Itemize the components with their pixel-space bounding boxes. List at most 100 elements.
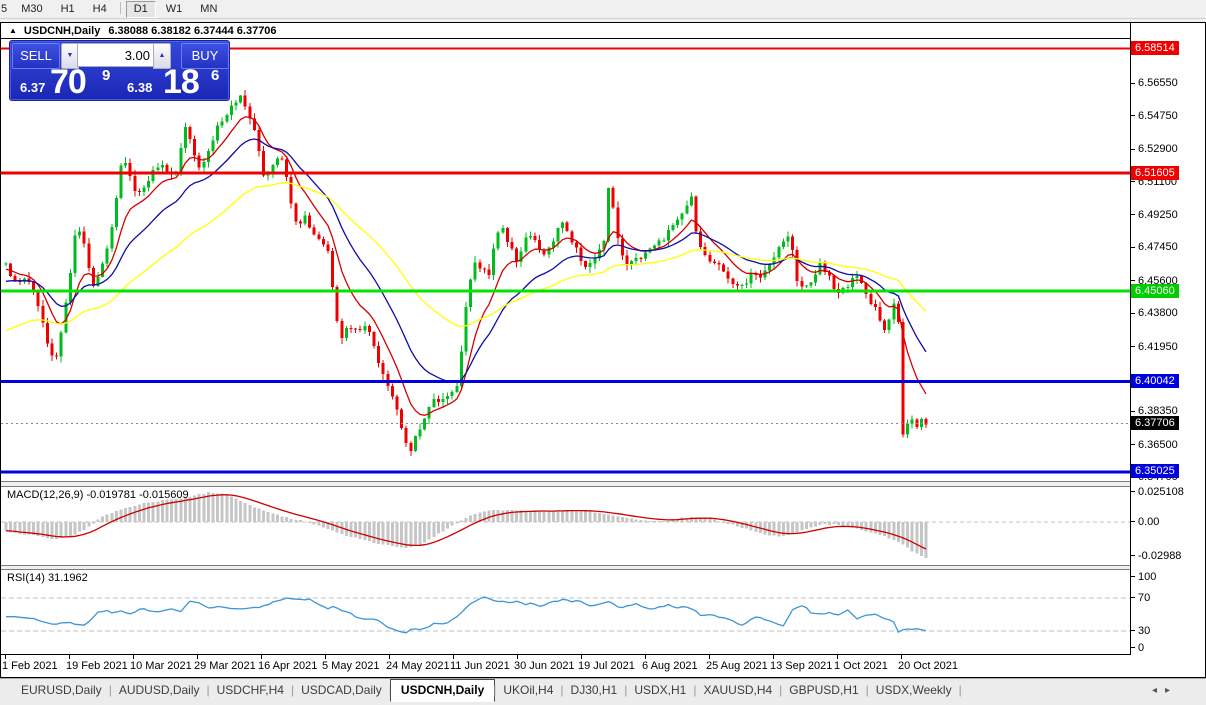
date-label: 1 Feb 2021 <box>2 660 58 672</box>
tab-scroll-left-icon[interactable]: ◂ <box>1151 685 1165 696</box>
tab-separator: | <box>958 683 962 697</box>
symbol-tab-usdx[interactable]: USDX,Weekly <box>875 683 952 697</box>
date-label: 10 Mar 2021 <box>130 660 192 672</box>
date-tick-mark <box>325 655 326 659</box>
price-tick-mark <box>1131 411 1135 412</box>
date-tick-mark <box>69 655 70 659</box>
date-label: 25 Aug 2021 <box>706 660 768 672</box>
price-tick-mark <box>1131 149 1135 150</box>
tab-separator: | <box>865 683 869 697</box>
macd-pane-canvas[interactable] <box>1 487 1130 565</box>
price-tick-mark <box>1131 181 1135 182</box>
timeframe-button-h4[interactable]: H4 <box>92 3 107 15</box>
tab-scroll-right-icon[interactable]: ▸ <box>1164 685 1178 696</box>
timeframe-button-mn[interactable]: MN <box>200 3 218 15</box>
macd-tick-mark <box>1131 521 1135 522</box>
timeframe-button-h1[interactable]: H1 <box>60 3 75 15</box>
symbol-tab-usdcnh[interactable]: USDCNH,Daily <box>389 679 496 702</box>
macd-tick-mark <box>1131 555 1135 556</box>
symbol-tab-xauusd[interactable]: XAUUSD,H4 <box>703 683 773 697</box>
collapse-icon[interactable]: ▲ <box>9 26 17 35</box>
date-tick-mark <box>5 655 6 659</box>
price-level-badge: 6.35025 <box>1131 464 1179 478</box>
price-tick-mark <box>1131 444 1135 445</box>
rsi-tick-mark <box>1131 597 1135 598</box>
pane-splitter-2b[interactable] <box>1 569 1204 570</box>
timeframe-button-w1[interactable]: W1 <box>165 3 183 15</box>
toolbar-separator <box>119 2 121 14</box>
chart-ohlc-values: 6.38088 6.38182 6.37444 6.37706 <box>108 25 277 37</box>
price-axis-column[interactable] <box>1131 23 1204 655</box>
price-level-badge: 6.58514 <box>1131 41 1179 55</box>
symbol-tab-bar: EURUSD,Daily | AUDUSD,Daily | USDCHF,H4 | USDC… <box>0 678 1206 705</box>
tab-scroll-nav: ◂▸ <box>1152 685 1178 696</box>
timeframe-button-d1[interactable]: D1 <box>125 1 156 18</box>
rsi-tick-label: 30 <box>1138 625 1151 637</box>
date-tick-mark <box>389 655 390 659</box>
timeframe-toolbar: 5 M30 H1 H4 D1 W1 MN <box>0 0 1206 19</box>
symbol-tab-usdcad[interactable]: USDCAD,Daily <box>301 683 382 697</box>
sell-button[interactable]: SELL <box>12 43 60 69</box>
timeframe-button-m30[interactable]: M30 <box>21 3 43 15</box>
date-tick-mark <box>517 655 518 659</box>
symbol-tab-ukoil[interactable]: UKOil,H4 <box>503 683 554 697</box>
rsi-tick-mark <box>1131 576 1135 577</box>
tab-separator: | <box>206 683 210 697</box>
timeframe-button-m5-clipped[interactable]: 5 <box>1 3 8 15</box>
date-label: 1 Oct 2021 <box>834 660 888 672</box>
price-tick-mark <box>1131 313 1135 314</box>
chart-bottom-border <box>1 654 1204 655</box>
pane-splitter-1[interactable] <box>1 481 1204 482</box>
date-tick-mark <box>133 655 134 659</box>
price-tick-mark <box>1131 214 1135 215</box>
tab-separator: | <box>560 683 564 697</box>
price-tick-label: 6.52900 <box>1138 143 1178 155</box>
symbol-tab-gbpusd[interactable]: GBPUSD,H1 <box>789 683 859 697</box>
main-chart-canvas[interactable] <box>1 39 1130 481</box>
volume-input[interactable] <box>77 43 155 67</box>
sell-quote[interactable]: 6.37 70 9 <box>12 63 116 101</box>
symbol-tab-usdx[interactable]: USDX,H1 <box>634 683 687 697</box>
price-axis-separator <box>1130 23 1131 655</box>
symbol-tab-dj30[interactable]: DJ30,H1 <box>570 683 618 697</box>
price-tick-label: 6.49250 <box>1138 209 1178 221</box>
date-tick-mark <box>197 655 198 659</box>
date-tick-mark <box>837 655 838 659</box>
symbol-tab-usdchf[interactable]: USDCHF,H4 <box>216 683 284 697</box>
tab-separator: | <box>779 683 783 697</box>
price-tick-label: 6.47450 <box>1138 241 1178 253</box>
macd-indicator-label: MACD(12,26,9) -0.019781 -0.015609 <box>7 489 189 501</box>
date-tick-mark <box>773 655 774 659</box>
tab-separator: | <box>693 683 697 697</box>
macd-tick-mark <box>1131 491 1135 492</box>
rsi-indicator-label: RSI(14) 31.1962 <box>7 572 88 584</box>
price-tick-label: 6.38350 <box>1138 405 1178 417</box>
rsi-tick-mark <box>1131 647 1135 648</box>
price-tick-mark <box>1131 83 1135 84</box>
price-tick-label: 6.36500 <box>1138 439 1178 451</box>
title-separator <box>1 38 1204 39</box>
sell-price-base: 6.37 <box>20 80 46 95</box>
pane-splitter-1-gap <box>1 482 1204 486</box>
pane-splitter-2[interactable] <box>1 565 1204 566</box>
rsi-tick-label: 0 <box>1138 642 1145 654</box>
buy-price-pip: 6 <box>211 67 220 84</box>
buy-button[interactable]: BUY <box>181 43 229 69</box>
volume-increase-icon[interactable]: ▲ <box>153 43 171 69</box>
pane-splitter-2-gap <box>1 566 1204 570</box>
price-level-badge: 6.45060 <box>1131 284 1179 298</box>
tab-separator: | <box>108 683 112 697</box>
date-label: 13 Sep 2021 <box>770 660 833 672</box>
date-label: 16 Apr 2021 <box>258 660 318 672</box>
price-tick-mark <box>1131 115 1135 116</box>
price-tick-label: 6.41950 <box>1138 341 1178 353</box>
pane-splitter-1b[interactable] <box>1 486 1204 487</box>
rsi-pane-canvas[interactable] <box>1 570 1130 654</box>
symbol-tab-eurusd[interactable]: EURUSD,Daily <box>21 683 102 697</box>
buy-quote[interactable]: 6.38 18 6 <box>119 63 227 101</box>
price-tick-mark <box>1131 280 1135 281</box>
macd-tick-label: 0.00 <box>1138 516 1160 528</box>
date-label: 19 Feb 2021 <box>66 660 128 672</box>
symbol-tab-audusd[interactable]: AUDUSD,Daily <box>118 683 200 697</box>
price-tick-label: 6.54750 <box>1138 110 1178 122</box>
